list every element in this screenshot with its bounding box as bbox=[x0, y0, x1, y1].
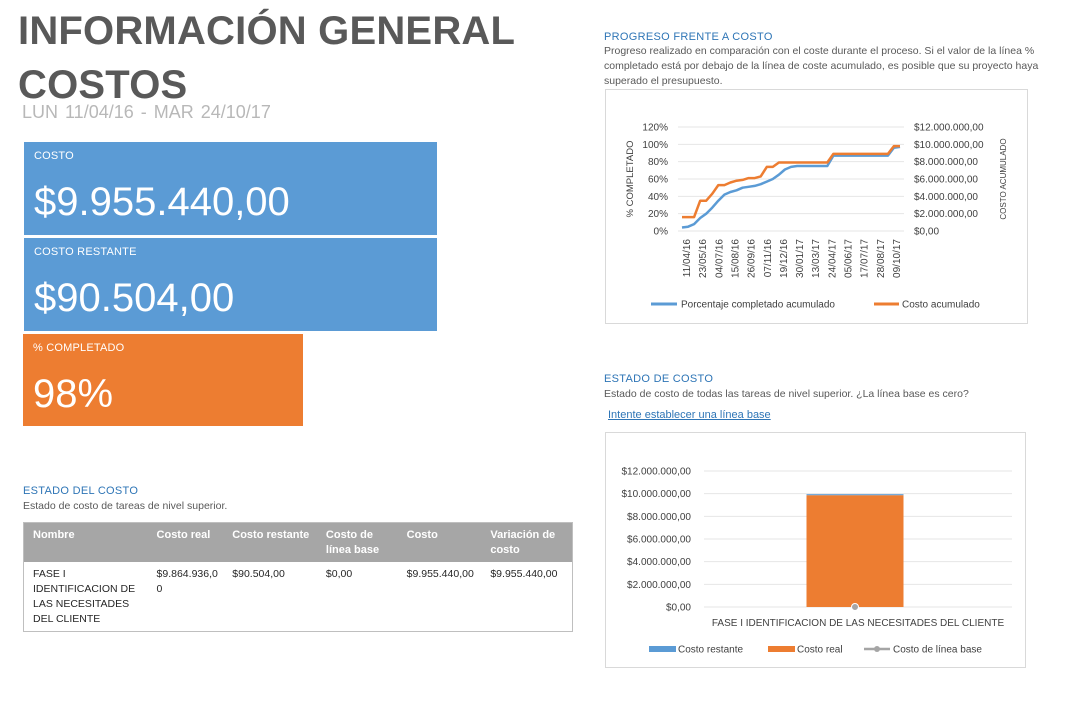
y2-axis-tick-label: $4.000.000,00 bbox=[914, 192, 978, 203]
kpi-cost-tile: COSTO $9.955.440,00 bbox=[24, 142, 437, 235]
y2-axis-label: COSTO ACUMULADO bbox=[999, 138, 1008, 219]
page-title: INFORMACIÓN GENERAL COSTOS bbox=[18, 4, 578, 112]
table-header-actual-cost: Costo real bbox=[156, 529, 211, 541]
cost-state-description: Estado de costo de todas las tareas de n… bbox=[604, 388, 969, 400]
y2-axis-tick-label: $6.000.000,00 bbox=[914, 175, 978, 186]
y-axis-tick-label: 40% bbox=[648, 192, 668, 203]
y-axis-tick-label: 120% bbox=[642, 123, 668, 134]
table-header-name: Nombre bbox=[33, 529, 75, 541]
legend-label-baseline: Costo de línea base bbox=[893, 645, 982, 656]
legend-label-remaining: Costo restante bbox=[678, 645, 743, 656]
table-cell-baseline-cost: $0,00 bbox=[325, 568, 353, 580]
baseline-cost-marker bbox=[851, 603, 859, 611]
cumulative-cost-line bbox=[682, 144, 900, 219]
y-axis-tick-label: $2.000.000,00 bbox=[627, 580, 691, 591]
legend-swatch-actual bbox=[768, 646, 795, 652]
table-header-row: Nombre Costo real Costo restante Costo d… bbox=[24, 523, 572, 562]
legend-label-cost: Costo acumulado bbox=[902, 300, 980, 311]
kpi-completed-tile: % COMPLETADO 98% bbox=[23, 334, 303, 426]
y-axis-tick-label: $10.000.000,00 bbox=[621, 489, 691, 500]
x-axis-tick-label: 23/05/16 bbox=[698, 239, 709, 278]
table-cell-name: FASE I IDENTIFICACION DE LAS NECESITADES… bbox=[33, 568, 136, 625]
bar-actual-cost bbox=[806, 495, 904, 607]
bar-remaining-cost bbox=[806, 494, 904, 496]
y-axis-tick-label: 0% bbox=[654, 227, 669, 238]
x-axis-tick-label: 28/08/17 bbox=[876, 239, 887, 278]
table-header-cost: Costo bbox=[406, 529, 438, 541]
legend-label-actual: Costo real bbox=[797, 645, 843, 656]
x-axis-category-label: FASE I IDENTIFICACION DE LAS NECESITADES… bbox=[712, 618, 1005, 629]
kpi-cost-label: COSTO bbox=[34, 150, 74, 162]
table-header-cost-variance: Variación de costo bbox=[490, 529, 556, 556]
x-axis-tick-label: 15/08/16 bbox=[730, 239, 741, 278]
y-axis-tick-label: $0,00 bbox=[666, 603, 691, 614]
cost-status-description: Estado de costo de tareas de nivel super… bbox=[23, 500, 228, 512]
page-title-line2: COSTOS bbox=[18, 63, 188, 107]
kpi-remaining-tile: COSTO RESTANTE $90.504,00 bbox=[24, 238, 437, 331]
y-axis-tick-label: 100% bbox=[642, 140, 668, 151]
set-baseline-link[interactable]: Intente establecer una línea base bbox=[608, 409, 771, 421]
kpi-remaining-label: COSTO RESTANTE bbox=[34, 246, 137, 258]
cost-status-title: ESTADO DEL COSTO bbox=[23, 485, 139, 497]
kpi-completed-label: % COMPLETADO bbox=[33, 342, 125, 354]
progress-section-title: PROGRESO FRENTE A COSTO bbox=[604, 31, 773, 43]
x-axis-tick-label: 24/04/17 bbox=[827, 239, 838, 278]
legend-label-percent: Porcentaje completado acumulado bbox=[681, 300, 835, 311]
x-axis-tick-label: 11/04/16 bbox=[682, 239, 693, 278]
x-axis-tick-label: 30/01/17 bbox=[795, 239, 806, 278]
y-axis-tick-label: $8.000.000,00 bbox=[627, 512, 691, 523]
y-axis-tick-label: 80% bbox=[648, 157, 668, 168]
percent-complete-line bbox=[681, 145, 901, 229]
x-axis-tick-label: 05/06/17 bbox=[844, 239, 855, 278]
progress-chart-container: 120% 100% 80% 60% 40% 20% 0% $12.000.000,00 $10.… bbox=[605, 89, 1028, 324]
date-end: MAR 24/10/17 bbox=[153, 102, 271, 122]
y-axis-tick-label: $6.000.000,00 bbox=[627, 535, 691, 546]
x-axis-tick-label: 09/10/17 bbox=[892, 239, 903, 278]
table-header-remaining-cost: Costo restante bbox=[232, 529, 310, 541]
table-cell-remaining-cost: $90.504,00 bbox=[232, 568, 285, 580]
y-axis-tick-label: $4.000.000,00 bbox=[627, 557, 691, 568]
progress-vs-cost-chart: 120% 100% 80% 60% 40% 20% 0% $12.000.000,00 $10.… bbox=[625, 123, 1008, 311]
y-axis-label: % COMPLETADO bbox=[625, 141, 636, 218]
y2-axis-tick-label: $2.000.000,00 bbox=[914, 209, 978, 220]
table-cell-actual-cost: $9.864.936,00 bbox=[156, 568, 218, 595]
progress-section-description: Progreso realizado en comparación con el… bbox=[604, 45, 1039, 87]
x-axis-tick-label: 07/11/16 bbox=[763, 239, 774, 278]
y2-axis-tick-label: $10.000.000,00 bbox=[914, 140, 984, 151]
x-axis-tick-label: 17/07/17 bbox=[860, 239, 871, 278]
table-cell-cost-variance: $9.955.440,00 bbox=[490, 568, 558, 580]
x-axis-tick-label: 26/09/16 bbox=[747, 239, 758, 278]
kpi-cost-value: $9.955.440,00 bbox=[34, 180, 290, 224]
y2-axis-tick-label: $12.000.000,00 bbox=[914, 123, 984, 134]
cost-state-title: ESTADO DE COSTO bbox=[604, 373, 714, 385]
y-axis-tick-label: 20% bbox=[648, 209, 668, 220]
legend-swatch-baseline-dot bbox=[874, 646, 880, 652]
table-cell-cost: $9.955.440,00 bbox=[406, 568, 474, 580]
date-range: LUN 11/04/16 - MAR 24/10/17 bbox=[22, 102, 271, 123]
x-axis-tick-label: 13/03/17 bbox=[811, 239, 822, 278]
y-axis-tick-label: $12.000.000,00 bbox=[621, 467, 691, 478]
date-start: LUN 11/04/16 - bbox=[22, 102, 147, 122]
x-axis-tick-label: 04/07/16 bbox=[714, 239, 725, 278]
x-axis-tick-label: 19/12/16 bbox=[779, 239, 790, 278]
table-row: FASE I IDENTIFICACION DE LAS NECESITADES… bbox=[24, 562, 572, 631]
legend-swatch-remaining bbox=[649, 646, 676, 652]
y-axis-tick-label: 60% bbox=[648, 175, 668, 186]
y2-axis-tick-label: $8.000.000,00 bbox=[914, 157, 978, 168]
page-title-line1: INFORMACIÓN GENERAL bbox=[18, 9, 516, 53]
y2-axis-tick-label: $0,00 bbox=[914, 227, 939, 238]
cost-status-table: Nombre Costo real Costo restante Costo d… bbox=[23, 522, 573, 632]
kpi-completed-value: 98% bbox=[33, 372, 114, 416]
kpi-remaining-value: $90.504,00 bbox=[34, 276, 235, 320]
cost-state-chart: $12.000.000,00 $10.000.000,00 $8.000.000,0… bbox=[621, 467, 1012, 656]
cost-state-chart-container: $12.000.000,00 $10.000.000,00 $8.000.000,0… bbox=[605, 432, 1026, 668]
table-header-baseline-cost: Costo de línea base bbox=[325, 529, 380, 556]
